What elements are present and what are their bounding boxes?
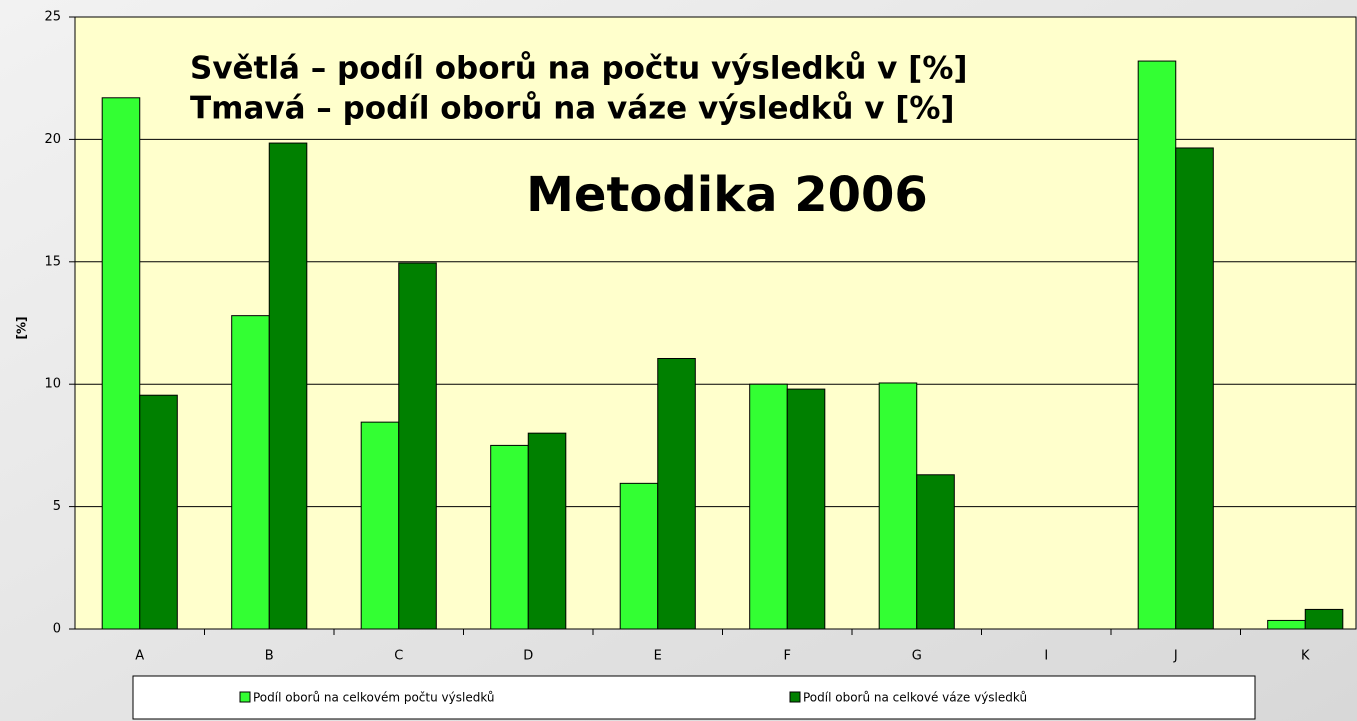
- bar: [490, 444, 529, 630]
- bar: [786, 388, 826, 630]
- bar: [1267, 619, 1306, 630]
- bar: [398, 262, 437, 630]
- bar: [1304, 608, 1344, 630]
- bar: [231, 315, 270, 630]
- bar: [749, 383, 788, 630]
- x-tick-label: F: [784, 649, 791, 664]
- bar: [878, 382, 918, 630]
- x-tick-label: A: [135, 649, 144, 664]
- legend-label: Podíl oborů na celkovém počtu výsledků: [253, 691, 495, 705]
- legend-swatch: [239, 691, 251, 703]
- y-axis-label: [%]: [15, 317, 29, 340]
- bar: [360, 421, 400, 630]
- x-tick-label: C: [394, 649, 403, 664]
- bar: [1137, 60, 1177, 630]
- x-tick-label: K: [1301, 649, 1310, 664]
- y-tick-label: 25: [44, 10, 61, 25]
- annotation: Metodika 2006: [526, 167, 928, 223]
- bar: [527, 432, 567, 630]
- x-tick-label: D: [523, 649, 533, 664]
- bar: [1175, 147, 1214, 630]
- bar: [916, 474, 955, 630]
- y-tick-label: 20: [44, 132, 61, 147]
- y-tick-label: 10: [44, 377, 61, 392]
- x-tick-label: J: [1173, 649, 1178, 664]
- x-tick-label: I: [1044, 649, 1048, 664]
- bar: [619, 482, 659, 630]
- y-tick-label: 15: [44, 254, 61, 269]
- legend: [132, 675, 1256, 720]
- annotation: Tmavá – podíl oborů na váze výsledků v […: [190, 91, 955, 127]
- bar: [139, 394, 178, 630]
- y-tick-label: 0: [53, 622, 61, 637]
- x-tick-label: G: [912, 649, 922, 664]
- bar: [101, 97, 141, 630]
- annotation: Světlá – podíl oborů na počtu výsledků v…: [190, 51, 968, 87]
- legend-swatch: [789, 691, 801, 703]
- legend-label: Podíl oborů na celkové váze výsledků: [803, 691, 1027, 705]
- bar: [268, 142, 308, 630]
- x-tick-label: B: [265, 649, 274, 664]
- x-tick-label: E: [654, 649, 662, 664]
- bar: [657, 357, 696, 630]
- y-tick-label: 5: [53, 499, 61, 514]
